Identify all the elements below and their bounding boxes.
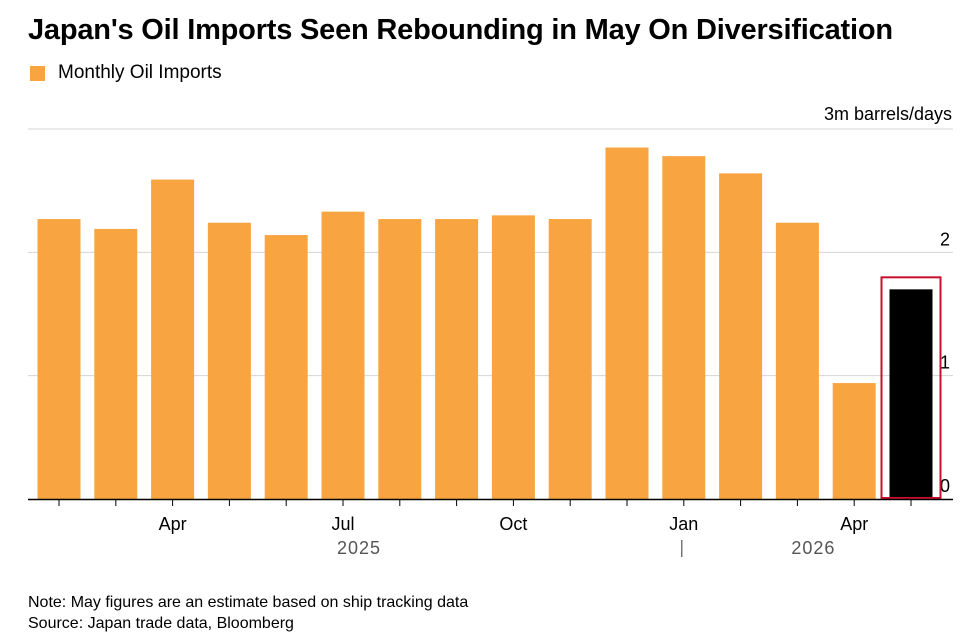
bar — [207, 222, 251, 499]
x-tick-label: Jul — [331, 514, 354, 534]
legend: Monthly Oil Imports — [30, 62, 222, 84]
chart-title: Japan's Oil Imports Seen Rebounding in M… — [28, 14, 893, 46]
x-tick-label: Apr — [840, 514, 868, 534]
bar — [832, 383, 876, 499]
bar — [605, 147, 649, 499]
bar — [321, 211, 365, 499]
bar — [548, 219, 592, 500]
bar — [662, 156, 706, 499]
y-tick-label: 2 — [940, 229, 950, 249]
bar — [775, 222, 819, 499]
y-tick-label: 1 — [940, 353, 950, 373]
bar — [435, 219, 479, 500]
bar — [151, 179, 195, 500]
x-tick-label: Apr — [159, 514, 187, 534]
legend-swatch — [30, 65, 45, 81]
highlighted-bar — [889, 289, 933, 499]
year-label: 2025 — [337, 538, 381, 558]
highlight-box — [880, 276, 942, 500]
legend-label: Monthly Oil Imports — [58, 62, 222, 83]
bar — [37, 219, 81, 500]
unit-label: 3m barrels/days — [824, 104, 952, 124]
bar — [491, 215, 535, 500]
source-note: Source: Japan trade data, Bloomberg — [28, 615, 294, 632]
bar — [719, 173, 763, 499]
footnote: Note: May figures are an estimate based … — [28, 594, 469, 611]
bar — [94, 228, 138, 499]
year-label: 2026 — [791, 538, 835, 558]
bar — [378, 219, 422, 500]
bar — [264, 235, 308, 500]
y-tick-label: 0 — [940, 476, 950, 496]
x-tick-label: Jan — [669, 514, 698, 534]
x-tick-label: Oct — [499, 514, 527, 534]
